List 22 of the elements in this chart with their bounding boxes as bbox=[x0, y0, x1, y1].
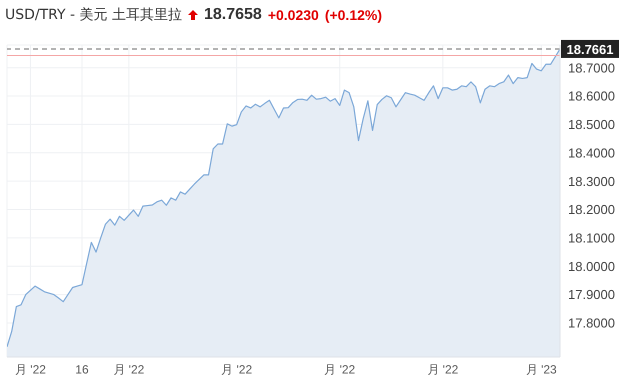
chart-title: USD/TRY - 美元 土耳其里拉 bbox=[5, 6, 182, 24]
x-tick-label: 月 '23 bbox=[526, 362, 558, 377]
y-tick-label: 18.3000 bbox=[568, 174, 615, 189]
y-tick-label: 18.0000 bbox=[568, 258, 615, 274]
x-tick-label: 月 '22 bbox=[113, 362, 145, 377]
text: 18.7658 bbox=[204, 6, 262, 24]
x-tick-label: 月 '22 bbox=[14, 362, 46, 377]
x-tick-label: 16 bbox=[75, 362, 89, 377]
y-tick-label: 18.6000 bbox=[568, 88, 615, 104]
x-tick-label: 月 '22 bbox=[427, 362, 459, 377]
y-tick-label: 17.8000 bbox=[568, 316, 615, 331]
y-tick-label: 18.1000 bbox=[568, 230, 615, 246]
y-tick-label: 18.2000 bbox=[568, 202, 615, 218]
y-tick-label: 18.4000 bbox=[568, 145, 615, 160]
x-tick-label: 月 '22 bbox=[221, 362, 252, 377]
y-tick-label: 18.5000 bbox=[568, 117, 615, 132]
ref-line-label: 18.7661 bbox=[566, 42, 614, 57]
x-tick-label: 月 '22 bbox=[324, 362, 356, 377]
text: +0.0230 bbox=[268, 7, 319, 23]
text: (+0.12%) bbox=[324, 7, 382, 23]
y-tick-label: 17.9000 bbox=[568, 287, 615, 302]
y-tick-label: 18.7000 bbox=[568, 60, 615, 76]
